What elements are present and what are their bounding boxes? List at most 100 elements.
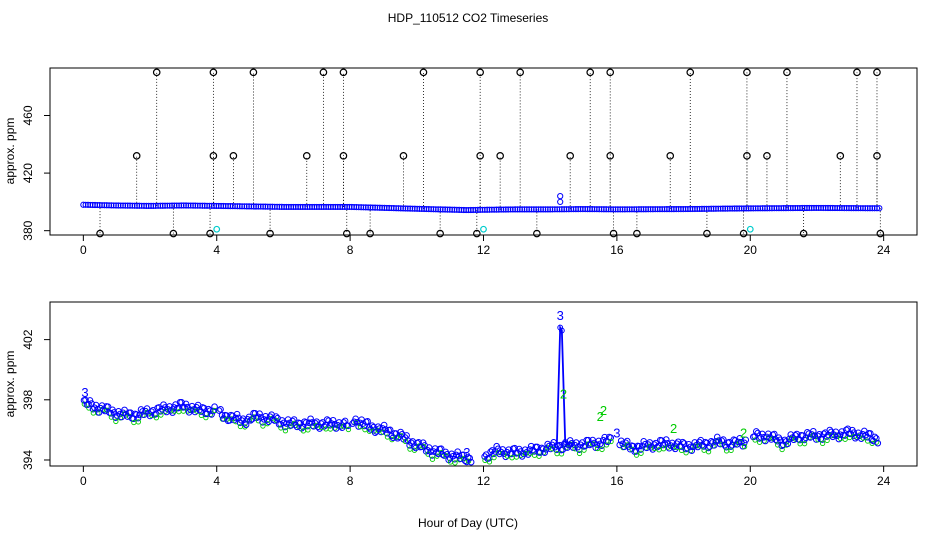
baseline-point [262,203,269,210]
baseline-point [227,203,234,210]
co2-point-secondary [282,428,289,434]
baseline-point [810,204,818,212]
baseline-point [446,206,453,213]
outlier-point [743,152,751,160]
baseline-point [316,203,323,211]
baseline-point [773,205,780,212]
outlier-point [633,229,641,238]
baseline-point [654,206,661,213]
outlier-point [476,152,484,160]
baseline-point [731,205,738,212]
co2-point [635,442,643,450]
baseline-point [668,206,675,213]
co2-point [364,418,371,425]
co2-point-secondary [608,438,614,445]
co2-point [182,400,190,408]
baseline-point [817,204,825,212]
baseline-point [642,206,649,213]
co2-point-secondary [452,460,458,466]
baseline-point [456,206,463,213]
baseline-point [724,205,731,212]
outlier-point [476,68,484,77]
co2-point [356,419,364,427]
co2-point-secondary [345,426,352,433]
baseline-point [831,204,839,212]
outlier-point [876,229,885,238]
baseline-point [750,205,757,212]
co2-point-secondary [797,441,803,447]
outlier-point [132,152,141,160]
baseline-point [138,202,145,209]
baseline-point [729,205,736,212]
baseline-point [414,205,421,212]
baseline-point [108,202,115,209]
baseline-point [248,203,255,210]
co2-point [166,403,173,410]
baseline-point [273,203,281,210]
co2-point [796,436,804,444]
annotation-label: 2 [740,425,747,440]
baseline-point [586,206,593,213]
x-axis-label: Hour of Day (UTC) [418,516,518,530]
outlier-point [703,229,711,238]
co2-point-secondary [384,434,391,440]
outlier-point [419,68,428,77]
co2-point [808,431,816,438]
baseline-point [544,206,551,213]
co2-point-secondary [599,446,605,453]
co2-point [688,447,696,454]
co2-point-secondary [864,438,871,444]
baseline-point [157,202,164,209]
baseline-point [591,206,598,213]
co2-point [659,441,667,449]
co2-point [233,410,241,418]
baseline-point [379,204,386,211]
annotation-label: 3 [463,445,470,460]
co2-point [541,449,548,456]
x-tick-label: 8 [347,243,354,257]
co2-point [379,425,386,432]
outlier-point [366,229,374,238]
outlier-point [516,68,524,77]
baseline-point [570,206,577,213]
co2-point [98,402,106,409]
baseline-point [710,205,717,212]
co2-point [502,453,509,461]
baseline-point [519,206,526,213]
outlier-point [743,68,751,77]
baseline-point [778,205,785,212]
baseline-point [344,203,351,211]
co2-point-secondary [581,447,587,453]
baseline-point [526,206,533,213]
baseline-point [117,202,124,209]
baseline-point [633,206,640,213]
panel-top-spikes [99,72,881,234]
co2-point-secondary [264,421,271,427]
co2-point [530,448,538,455]
baseline-point [792,204,799,212]
co2-point-secondary [756,439,763,445]
baseline-point [346,203,353,211]
outlier-point [209,68,218,77]
baseline-point [761,205,769,212]
panel-top: 0 4 8 12 16 20 24 380 420 460 approx. ppm [3,67,918,257]
baseline-point [388,204,395,212]
baseline-point [563,206,570,213]
baseline-point [617,206,624,213]
baseline-point [372,204,379,211]
y-tick-label: 420 [21,163,35,183]
co2-point-secondary [420,443,427,450]
baseline-point [523,206,530,213]
baseline-point [374,204,381,211]
baseline-point [161,202,169,209]
baseline-point [829,204,836,212]
baseline-point [647,206,654,213]
baseline-point [540,206,547,213]
co2-point [239,415,247,423]
baseline-point [252,203,260,210]
co2-point [272,413,280,420]
baseline-point [551,206,558,213]
baseline-point [796,204,804,212]
co2-point [368,422,376,429]
outlier-point [783,68,791,77]
